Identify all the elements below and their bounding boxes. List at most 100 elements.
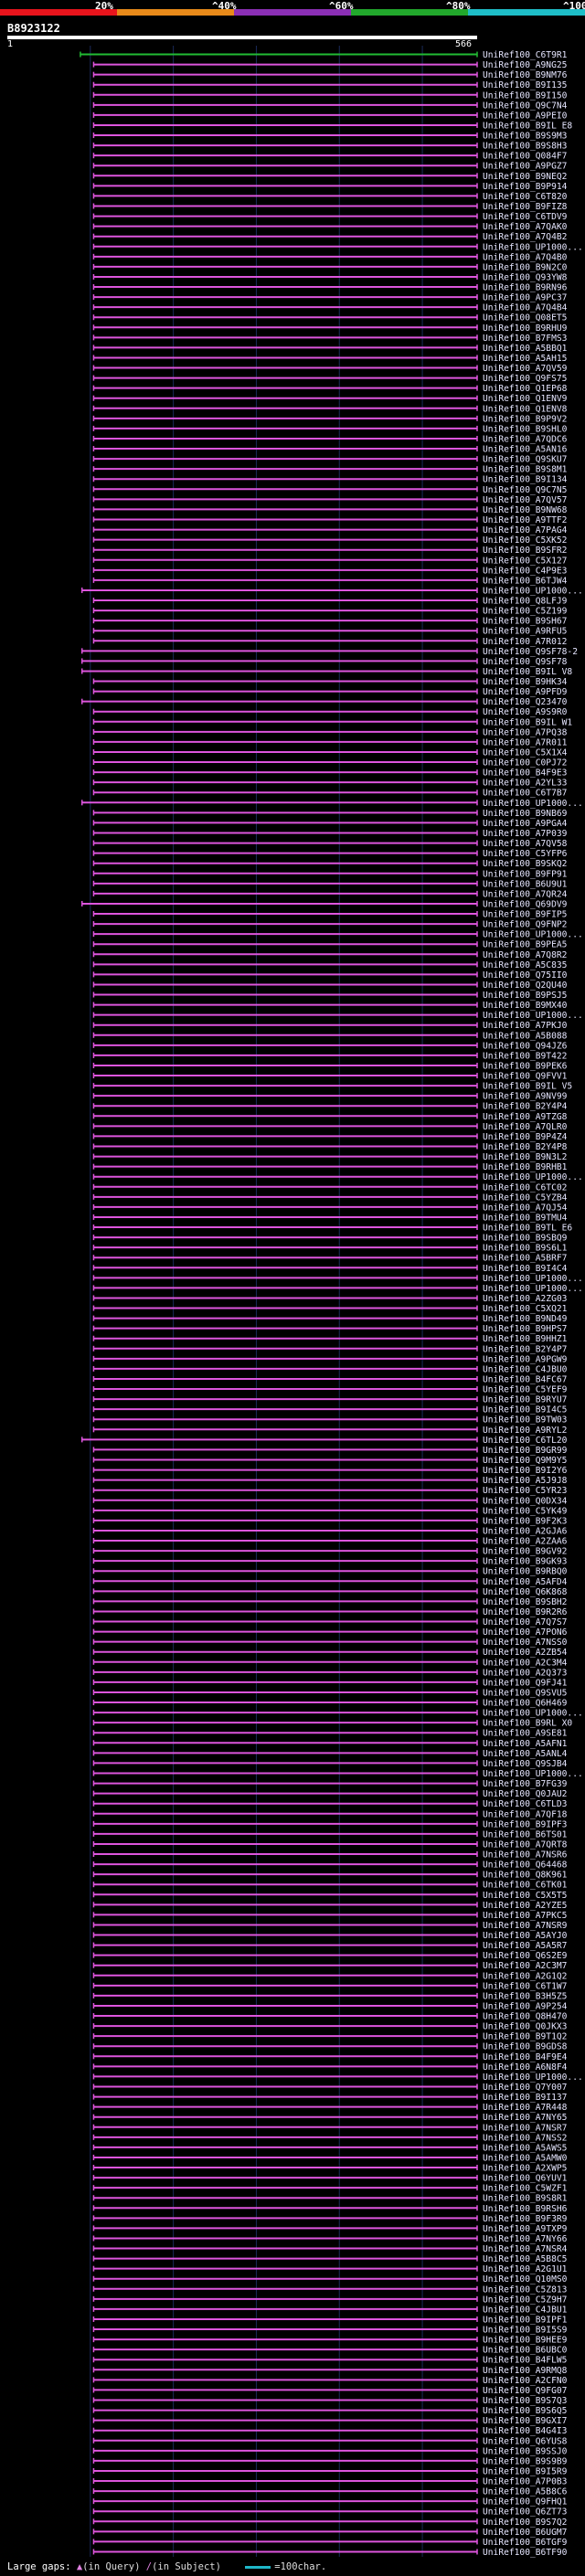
- hit-label[interactable]: UniRef100_B9SSJ0: [483, 2446, 568, 2456]
- hit-row[interactable]: UniRef100_B6TJW4: [92, 576, 568, 586]
- hit-row[interactable]: UniRef100_B9I5R9: [92, 2466, 568, 2476]
- hit-row[interactable]: UniRef100_C5YFP6: [92, 849, 568, 859]
- hit-label[interactable]: UniRef100_B2Y4P8: [483, 1142, 568, 1152]
- hit-label[interactable]: UniRef100_A5BRF7: [483, 1254, 568, 1264]
- hit-label[interactable]: UniRef100_A7P039: [483, 829, 568, 839]
- hit-label[interactable]: UniRef100_C6TK01: [483, 1881, 568, 1891]
- hit-label[interactable]: UniRef100_B9I134: [483, 475, 568, 485]
- hit-label[interactable]: UniRef100_A7NSS2: [483, 2133, 567, 2143]
- hit-row[interactable]: UniRef100_Q6ZT73: [92, 2507, 568, 2518]
- hit-row[interactable]: UniRef100_Q1ENV8: [92, 404, 568, 414]
- hit-row[interactable]: UniRef100_B9SBQ9: [92, 1234, 568, 1244]
- hit-label[interactable]: UniRef100_C5YZB4: [483, 1193, 568, 1203]
- hit-label[interactable]: UniRef100_A5AWS5: [483, 2143, 567, 2153]
- hit-label[interactable]: UniRef100_A2G1U1: [483, 2264, 568, 2274]
- hit-row[interactable]: UniRef100_B9S8R1: [92, 2194, 568, 2204]
- hit-label[interactable]: UniRef100_Q6ZT73: [483, 2507, 568, 2518]
- hit-row[interactable]: UniRef100_A7NSS0: [92, 1638, 568, 1648]
- hit-row[interactable]: UniRef100_A2G1Q2: [92, 1971, 567, 1981]
- hit-label[interactable]: UniRef100_B9RBQ0: [483, 1567, 568, 1577]
- hit-label[interactable]: UniRef100_UP1000...: [483, 1769, 583, 1779]
- hit-label[interactable]: UniRef100_A7R011: [483, 737, 568, 747]
- hit-label[interactable]: UniRef100_C5Z199: [483, 607, 568, 617]
- hit-row[interactable]: UniRef100_Q8LFJ9: [92, 597, 568, 607]
- hit-label[interactable]: UniRef100_B6U9U1: [483, 879, 568, 889]
- hit-row[interactable]: UniRef100_Q93YW8: [92, 272, 568, 282]
- hit-label[interactable]: UniRef100_A2GJA6: [483, 1526, 568, 1536]
- hit-row[interactable]: UniRef100_B9S7Q3: [92, 2396, 568, 2406]
- hit-row[interactable]: UniRef100_Q9M9Y5: [92, 1456, 567, 1466]
- hit-row[interactable]: UniRef100_C4JBU0: [92, 1364, 568, 1374]
- hit-label[interactable]: UniRef100_B9T422: [483, 1051, 567, 1061]
- hit-label[interactable]: UniRef100_B6TS01: [483, 1829, 568, 1839]
- hit-label[interactable]: UniRef100_C6T9R1: [483, 50, 568, 60]
- hit-row[interactable]: UniRef100_Q69DV9: [80, 899, 568, 909]
- hit-label[interactable]: UniRef100_B6TGF9: [483, 2538, 568, 2548]
- hit-label[interactable]: UniRef100_B9PEK6: [483, 1061, 568, 1071]
- hit-label[interactable]: UniRef100_B9TMU4: [483, 1213, 568, 1223]
- hit-row[interactable]: UniRef100_Q64468: [92, 1860, 568, 1871]
- hit-label[interactable]: UniRef100_Q9FS75: [483, 374, 567, 384]
- hit-label[interactable]: UniRef100_B9RHB1: [483, 1162, 568, 1172]
- hit-row[interactable]: UniRef100_A9P254: [92, 2001, 568, 2011]
- hit-row[interactable]: UniRef100_Q9C7N5: [92, 485, 567, 495]
- hit-row[interactable]: UniRef100_C5X127: [92, 556, 568, 566]
- hit-row[interactable]: UniRef100_A5B8C6: [92, 2487, 568, 2497]
- hit-label[interactable]: UniRef100_B9I4C4: [483, 1264, 568, 1274]
- hit-row[interactable]: UniRef100_B2Y4P8: [92, 1142, 568, 1152]
- hit-row[interactable]: UniRef100_A9RMQ8: [92, 2366, 568, 2376]
- hit-label[interactable]: UniRef100_Q9SF78: [483, 657, 568, 667]
- hit-row[interactable]: UniRef100_B9S8M1: [92, 465, 568, 475]
- hit-row[interactable]: UniRef100_B9FIP5: [92, 910, 567, 920]
- hit-label[interactable]: UniRef100_B9SFR2: [483, 546, 567, 556]
- hit-label[interactable]: UniRef100_B9GR99: [483, 1446, 568, 1456]
- hit-label[interactable]: UniRef100_B4F9E4: [483, 2052, 568, 2062]
- hit-label[interactable]: UniRef100_B9S9M3: [483, 132, 568, 142]
- hit-row[interactable]: UniRef100_Q9FNP2: [92, 920, 567, 930]
- hit-label[interactable]: UniRef100_Q084F7: [483, 152, 568, 162]
- hit-row[interactable]: UniRef100_C5Z199: [92, 607, 568, 617]
- hit-row[interactable]: UniRef100_C6T9R1: [80, 50, 568, 60]
- hit-row[interactable]: UniRef100_A7QV58: [92, 839, 568, 849]
- hit-label[interactable]: UniRef100_UP1000...: [483, 1274, 583, 1284]
- hit-label[interactable]: UniRef100_B3H5Z5: [483, 1991, 567, 2001]
- hit-row[interactable]: UniRef100_A5B8C5: [92, 2254, 567, 2264]
- hit-row[interactable]: UniRef100_B9IL V5: [92, 1082, 572, 1092]
- hit-row[interactable]: UniRef100_C5XQ21: [92, 1304, 568, 1314]
- hit-row[interactable]: UniRef100_A5AWS5: [92, 2143, 567, 2153]
- hit-label[interactable]: UniRef100_B9GV92: [483, 1547, 567, 1557]
- hit-row[interactable]: UniRef100_B9I4C4: [92, 1264, 568, 1274]
- hit-row[interactable]: UniRef100_A2CFN0: [92, 2376, 568, 2386]
- hit-label[interactable]: UniRef100_A2Q373: [483, 1668, 568, 1678]
- hit-label[interactable]: UniRef100_Q1ENV9: [483, 394, 568, 404]
- hit-row[interactable]: UniRef100_B9SSJ0: [92, 2446, 568, 2456]
- hit-row[interactable]: UniRef100_A7NSS2: [92, 2133, 567, 2143]
- hit-label[interactable]: UniRef100_B9S6Q5: [483, 2406, 567, 2416]
- hit-label[interactable]: UniRef100_B9FP91: [483, 869, 568, 879]
- hit-label[interactable]: UniRef100_C5XQ21: [483, 1304, 568, 1314]
- hit-label[interactable]: UniRef100_C5WZF1: [483, 2184, 568, 2194]
- hit-row[interactable]: UniRef100_UP1000...: [80, 799, 583, 809]
- hit-row[interactable]: UniRef100_B9SBH2: [92, 1597, 567, 1607]
- hit-label[interactable]: UniRef100_A5AFN1: [483, 1739, 568, 1749]
- hit-row[interactable]: UniRef100_Q8K961: [92, 1871, 568, 1881]
- hit-row[interactable]: UniRef100_C6TL20: [80, 1436, 568, 1446]
- hit-label[interactable]: UniRef100_A5AH15: [483, 354, 567, 364]
- hit-label[interactable]: UniRef100_B9F2K3: [483, 1516, 568, 1526]
- hit-label[interactable]: UniRef100_B9NM76: [483, 70, 568, 80]
- hit-row[interactable]: UniRef100_A2YL33: [92, 779, 568, 789]
- hit-label[interactable]: UniRef100_B9I5R9: [483, 2466, 568, 2476]
- hit-row[interactable]: UniRef100_A7QAK0: [92, 222, 568, 232]
- hit-row[interactable]: UniRef100_C5YZB4: [92, 1193, 568, 1203]
- hit-label[interactable]: UniRef100_B6TF90: [483, 2548, 568, 2558]
- hit-row[interactable]: UniRef100_A2Q373: [92, 1668, 568, 1678]
- hit-label[interactable]: UniRef100_B9P4Z4: [483, 1132, 568, 1142]
- hit-label[interactable]: UniRef100_B6UGM7: [483, 2528, 568, 2538]
- hit-row[interactable]: UniRef100_B9SHL0: [92, 424, 568, 434]
- hit-row[interactable]: UniRef100_Q9SF78: [80, 657, 568, 667]
- hit-label[interactable]: UniRef100_Q1ENV8: [483, 404, 568, 414]
- hit-row[interactable]: UniRef100_B9NEQ2: [92, 172, 567, 182]
- hit-row[interactable]: UniRef100_A9TZG8: [92, 1112, 568, 1122]
- hit-label[interactable]: UniRef100_A7PKC5: [483, 1911, 567, 1921]
- hit-row[interactable]: UniRef100_C6TC02: [92, 1182, 567, 1193]
